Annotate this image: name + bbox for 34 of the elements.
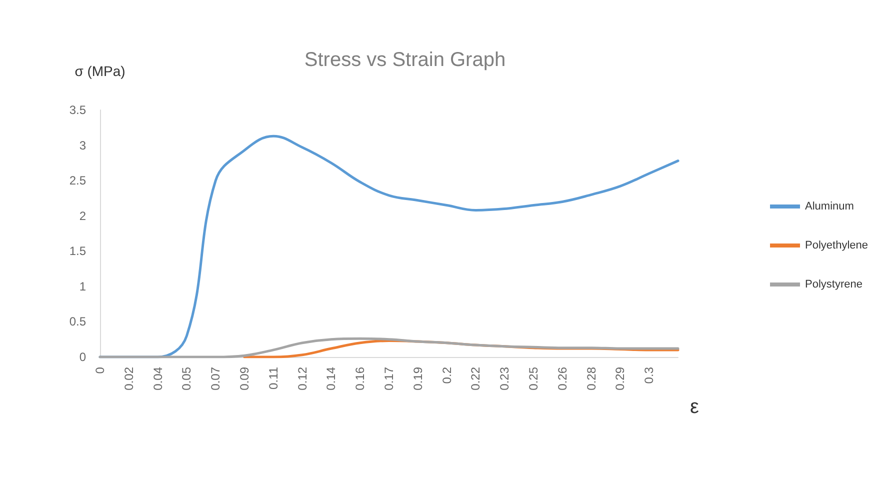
x-tick-label: 0.23	[498, 366, 512, 390]
y-tick-label: 1.5	[69, 244, 86, 258]
x-tick-label: 0.16	[353, 366, 368, 390]
y-tick-label: 0.5	[69, 314, 86, 329]
x-tick-label: 0.14	[324, 366, 338, 390]
x-tick-label: 0.09	[238, 366, 252, 390]
y-tick-label: 1	[79, 279, 86, 294]
x-tick-label: 0.22	[468, 366, 483, 390]
x-tick-label: 0.28	[584, 366, 598, 390]
y-tick-label: 3	[79, 138, 86, 152]
x-tick-label: 0.2	[440, 366, 454, 384]
x-tick-label: 0.07	[208, 366, 223, 390]
x-tick-label: 0.17	[382, 366, 396, 390]
x-tick-label: 0.05	[180, 366, 194, 390]
x-tick-label: 0.3	[642, 366, 656, 384]
legend-label: Polyethylene	[805, 240, 868, 252]
y-tick-label: 2.5	[69, 174, 86, 188]
legend-label: Polystyrene	[805, 278, 862, 290]
x-tick-label: 0	[93, 366, 107, 374]
y-tick-label: 2	[79, 208, 86, 223]
x-tick-label: 0.11	[266, 366, 280, 390]
x-tick-label: 0.29	[613, 366, 628, 390]
chart-title: Stress vs Strain Graph	[304, 49, 506, 71]
x-tick-label: 0.25	[526, 366, 540, 390]
x-tick-label: 0.04	[150, 366, 165, 390]
x-tick-label: 0.26	[555, 366, 570, 390]
y-tick-label: 0	[79, 350, 86, 364]
x-tick-label: 0.02	[122, 366, 136, 390]
x-axis-title: ε	[690, 396, 699, 418]
x-tick-label: 0.12	[295, 366, 310, 390]
x-tick-label: 0.19	[410, 366, 425, 390]
y-tick-label: 3.5	[69, 103, 86, 117]
legend-label: Aluminum	[805, 200, 854, 212]
y-axis-title: σ (MPa)	[74, 63, 126, 79]
